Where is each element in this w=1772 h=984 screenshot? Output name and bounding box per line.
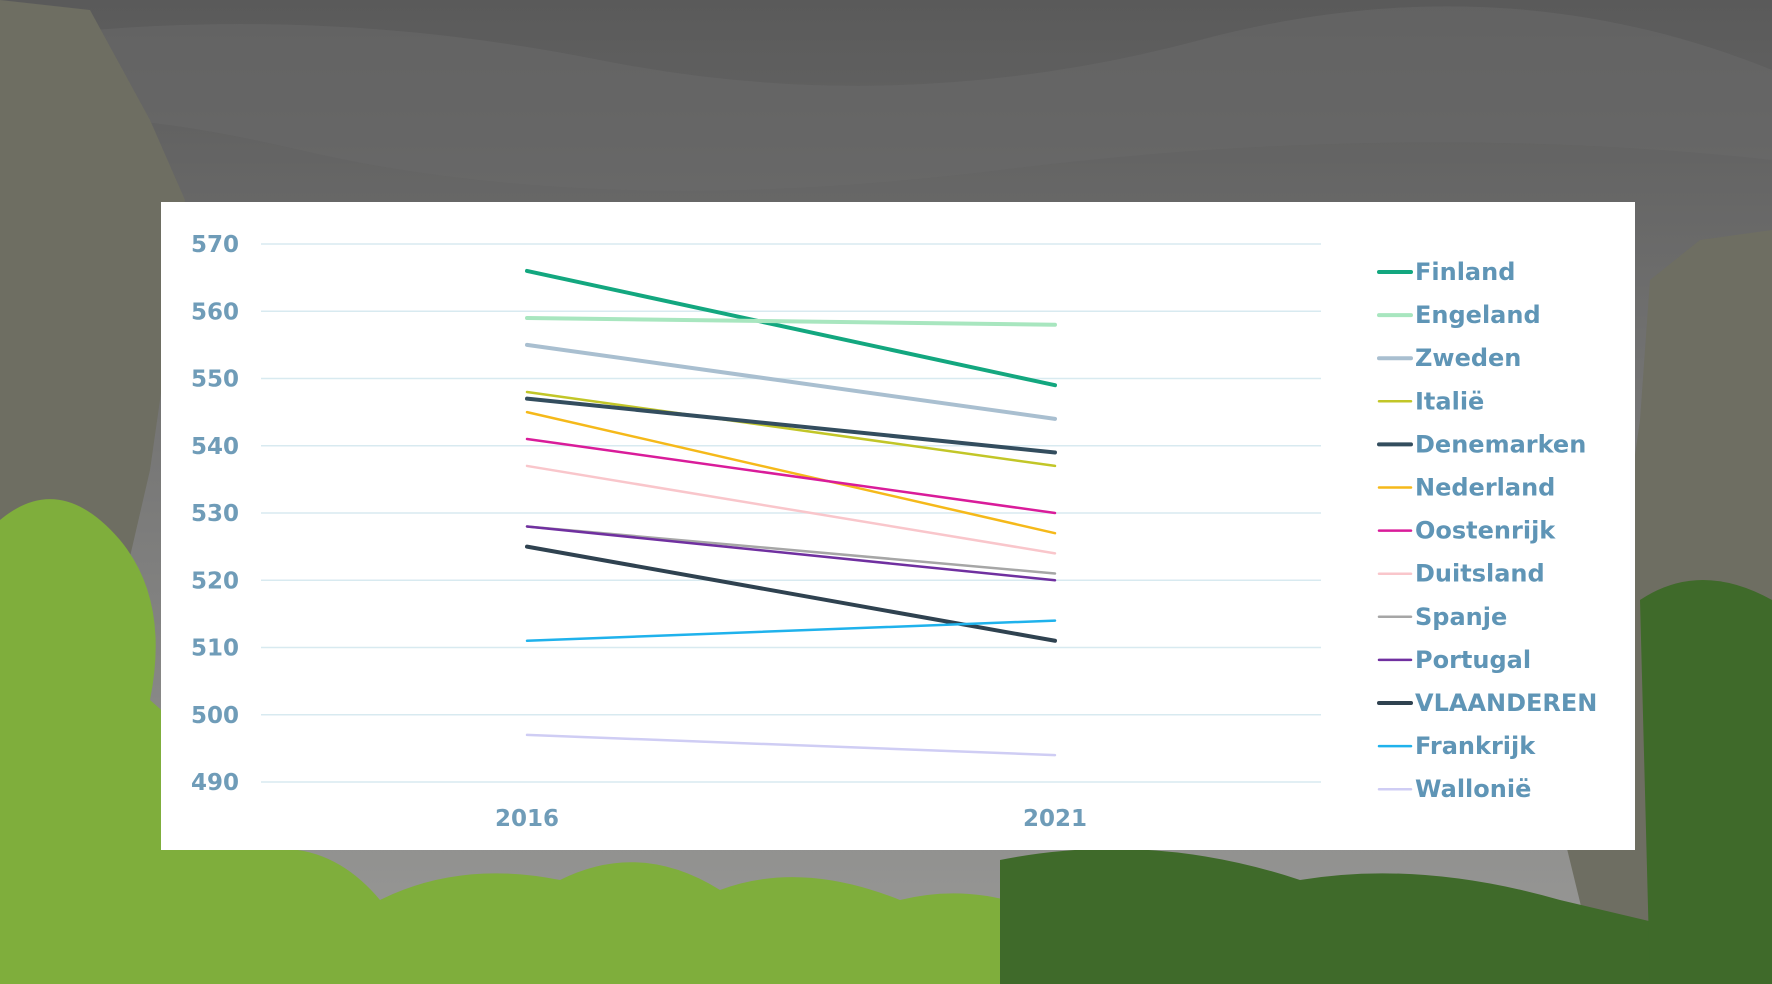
legend-label-wallonië: Wallonië [1415, 775, 1531, 803]
y-tick-label-500: 500 [191, 703, 239, 729]
series-line-denemarken [525, 396, 1057, 455]
legend-label-zweden: Zweden [1415, 344, 1521, 372]
y-tick-label-550: 550 [191, 367, 239, 393]
cloud-band [0, 6, 1772, 191]
series-line-frankrijk [525, 619, 1057, 643]
series-line-italië [525, 390, 1057, 468]
series-line-vlaanderen [525, 544, 1057, 643]
legend-label-frankrijk: Frankrijk [1415, 732, 1536, 760]
series-line-finland [525, 268, 1057, 388]
y-tick-label-570: 570 [191, 232, 239, 258]
x-tick-label-2021: 2021 [1023, 806, 1087, 832]
legend-label-duitsland: Duitsland [1415, 560, 1545, 588]
foliage-right [1640, 580, 1772, 984]
series-line-portugal [525, 525, 1057, 582]
y-tick-label-520: 520 [191, 568, 239, 594]
y-tick-label-510: 510 [191, 636, 239, 662]
y-tick-label-540: 540 [191, 434, 239, 460]
series-line-wallonië [525, 733, 1057, 757]
chart-panel: 490 500 510 520 530 540 550 560 570 2016 2021 Finla… [161, 202, 1635, 850]
valley-slope [1000, 848, 1772, 984]
series-line-oostenrijk [525, 437, 1057, 515]
legend-label-finland: Finland [1415, 258, 1515, 286]
legend-label-oostenrijk: Oostenrijk [1415, 517, 1556, 545]
legend-label-spanje: Spanje [1415, 603, 1507, 631]
series-line-nederland [525, 410, 1057, 535]
legend-label-engeland: Engeland [1415, 301, 1541, 329]
y-tick-label-560: 560 [191, 299, 239, 325]
y-tick-label-530: 530 [191, 501, 239, 527]
foliage-bottom [380, 862, 1100, 984]
y-tick-label-490: 490 [191, 770, 239, 796]
legend-label-nederland: Nederland [1415, 474, 1555, 502]
line-chart: 490 500 510 520 530 540 550 560 570 2016 2021 Finla… [191, 232, 1597, 832]
foliage-left [0, 499, 420, 984]
x-tick-label-2016: 2016 [495, 806, 559, 832]
series-line-engeland [525, 315, 1057, 327]
legend-label-denemarken: Denemarken [1415, 430, 1586, 458]
legend-label-italië: Italië [1415, 387, 1484, 415]
series-line-zweden [525, 342, 1057, 421]
legend-label-portugal: Portugal [1415, 646, 1531, 674]
series-line-duitsland [525, 464, 1057, 555]
legend-label-vlaanderen: VLAANDEREN [1415, 689, 1597, 717]
